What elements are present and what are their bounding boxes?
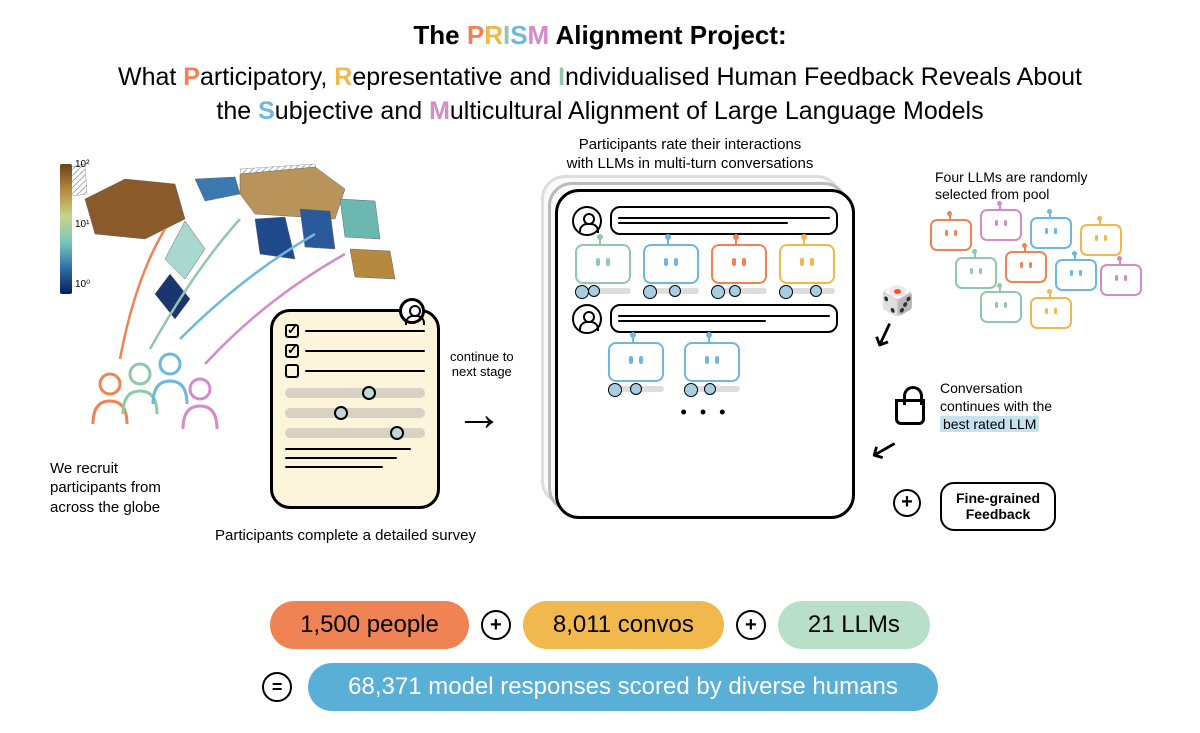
pool-bot-icon bbox=[955, 257, 997, 289]
rating-slider bbox=[643, 288, 699, 294]
main-title: The PRISM Alignment Project: bbox=[0, 0, 1200, 61]
llm-response-row bbox=[572, 244, 838, 284]
survey-checkbox-row bbox=[285, 324, 425, 338]
rating-slider bbox=[684, 386, 740, 392]
message-bubble bbox=[610, 206, 838, 235]
plus-operator-icon: + bbox=[736, 610, 766, 640]
survey-caption: Participants complete a detailed survey bbox=[215, 527, 476, 544]
survey-avatar-icon bbox=[399, 298, 425, 324]
recruit-caption: We recruitparticipants fromacross the gl… bbox=[50, 459, 161, 518]
tick-2: 10² bbox=[75, 159, 89, 170]
survey-checkbox-row bbox=[285, 364, 425, 378]
rating-slider bbox=[608, 386, 664, 392]
ellipsis-icon: • • • bbox=[572, 402, 838, 423]
subtitle-line2: the Subjective and Multicultural Alignme… bbox=[40, 95, 1160, 129]
stat-llms: 21 LLMs bbox=[778, 601, 930, 649]
survey-slider bbox=[285, 428, 425, 438]
rating-slider bbox=[779, 288, 835, 294]
pool-arrow-icon: ↙ bbox=[864, 310, 904, 357]
continue-label: continue tonext stage bbox=[450, 349, 514, 380]
title-prefix: The bbox=[413, 20, 466, 50]
stat-result: 68,371 model responses scored by diverse… bbox=[308, 663, 938, 711]
llm-bot-icon bbox=[643, 244, 699, 284]
user-avatar-icon bbox=[572, 304, 602, 334]
llm-bot-icon bbox=[608, 342, 664, 382]
pool-bot-icon bbox=[980, 209, 1022, 241]
rating-sliders bbox=[572, 288, 838, 294]
subtitle-line1: What Participatory, Representative and I… bbox=[40, 61, 1160, 95]
best-rated-caption: Conversationcontinues with the best rate… bbox=[940, 379, 1052, 434]
pool-bot-icon bbox=[1005, 251, 1047, 283]
conversation-card-stack: • • • bbox=[555, 189, 855, 519]
result-row: = 68,371 model responses scored by diver… bbox=[0, 663, 1200, 711]
survey-slider bbox=[285, 408, 425, 418]
pool-bot-icon bbox=[930, 219, 972, 251]
llm-bot-icon bbox=[779, 244, 835, 284]
llm-bot-icon bbox=[711, 244, 767, 284]
pool-bot-icon bbox=[1100, 264, 1142, 296]
llm-pool bbox=[920, 209, 1150, 329]
rating-sliders-2 bbox=[572, 386, 838, 392]
pool-bot-icon bbox=[1030, 217, 1072, 249]
user-message-row bbox=[572, 206, 838, 236]
best-rated-highlight: best rated LLM bbox=[940, 416, 1039, 432]
survey-checkbox-row bbox=[285, 344, 425, 358]
subtitle: What Participatory, Representative and I… bbox=[0, 61, 1200, 129]
rating-slider bbox=[711, 288, 767, 294]
rating-slider bbox=[575, 288, 631, 294]
user-avatar-icon bbox=[572, 206, 602, 236]
lock-arrow-icon: ↙ bbox=[865, 426, 903, 472]
plus-operator-icon: + bbox=[481, 610, 511, 640]
pool-bot-icon bbox=[1055, 259, 1097, 291]
pool-bot-icon bbox=[1080, 224, 1122, 256]
pool-caption: Four LLMs are randomlyselected from pool bbox=[935, 169, 1088, 204]
plus-icon: + bbox=[893, 489, 921, 517]
equals-operator-icon: = bbox=[262, 672, 292, 702]
conversation-card: • • • bbox=[555, 189, 855, 519]
llm-response-row-2 bbox=[572, 342, 838, 382]
rate-caption: Participants rate their interactionswith… bbox=[540, 135, 840, 174]
prism-acronym: PRISM bbox=[467, 20, 549, 50]
lock-icon bbox=[895, 399, 925, 425]
survey-card bbox=[270, 309, 440, 509]
llm-bot-icon bbox=[575, 244, 631, 284]
pool-bot-icon bbox=[1030, 297, 1072, 329]
arrow-icon: → bbox=[455, 387, 503, 442]
fine-grained-pill: Fine-grainedFeedback bbox=[940, 482, 1056, 532]
survey-slider bbox=[285, 388, 425, 398]
colorbar bbox=[60, 164, 72, 294]
person-icon bbox=[175, 374, 225, 439]
stat-convos: 8,011 convos bbox=[523, 601, 724, 649]
stat-people: 1,500 people bbox=[270, 601, 469, 649]
user-message-row bbox=[572, 304, 838, 334]
llm-bot-icon bbox=[684, 342, 740, 382]
pool-bot-icon bbox=[980, 291, 1022, 323]
stats-row: 1,500 people + 8,011 convos + 21 LLMs bbox=[0, 601, 1200, 649]
title-suffix: Alignment Project: bbox=[549, 20, 786, 50]
message-bubble bbox=[610, 304, 838, 333]
diagram-area: 10⁰ 10¹ 10² We recruitparticipants froma… bbox=[0, 139, 1200, 569]
